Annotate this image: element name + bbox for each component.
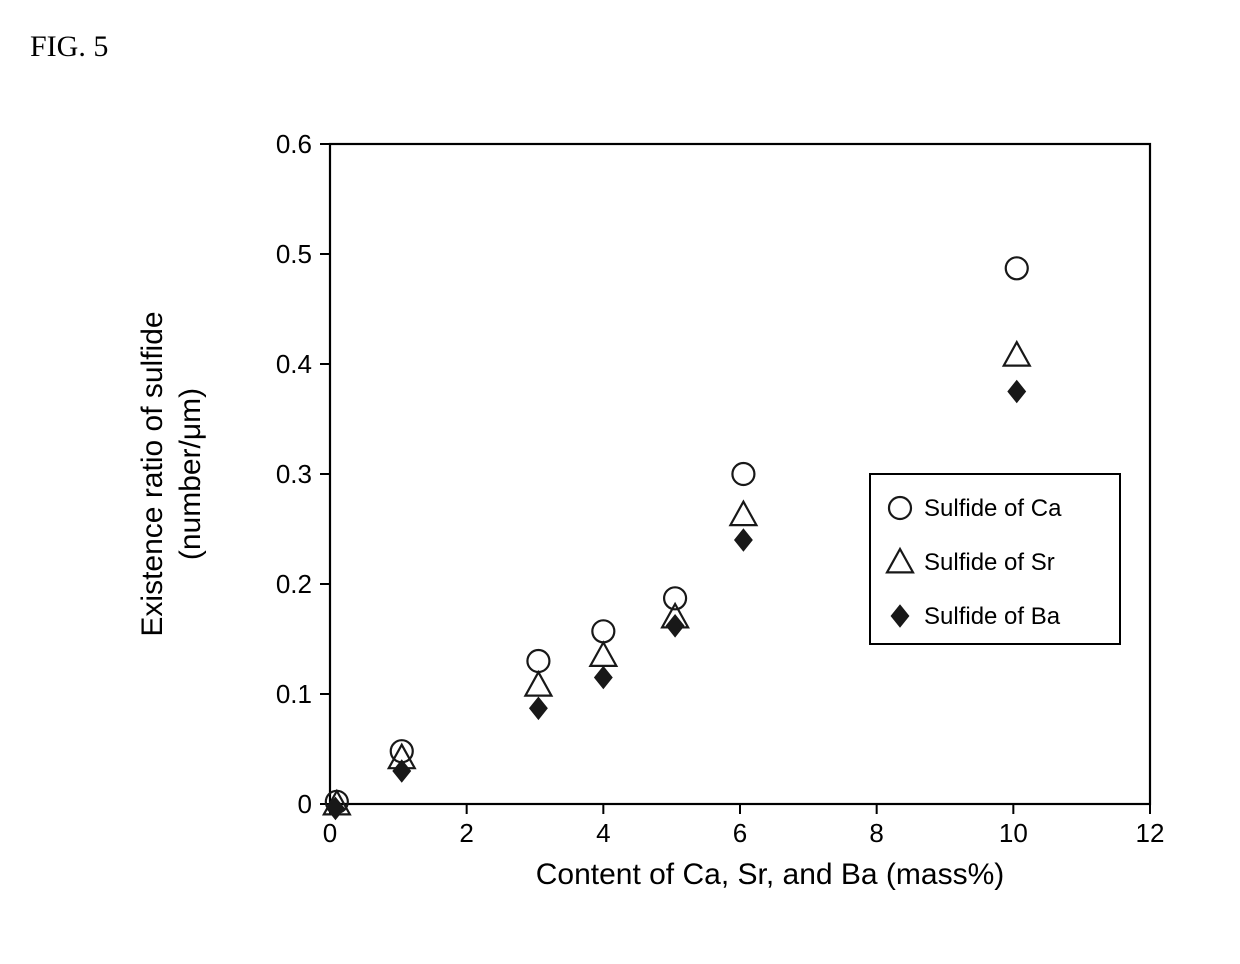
x-tick-label: 0 (323, 818, 337, 848)
y-tick-label: 0 (298, 789, 312, 819)
y-tick-label: 0.5 (276, 239, 312, 269)
y-tick-label: 0.4 (276, 349, 312, 379)
x-tick-label: 10 (999, 818, 1028, 848)
y-tick-label: 0.3 (276, 459, 312, 489)
legend-label: Sulfide of Ca (924, 495, 1062, 522)
x-tick-label: 6 (733, 818, 747, 848)
y-axis-label: Existence ratio of sulfide (136, 311, 169, 636)
figure-title: FIG. 5 (30, 30, 1220, 64)
legend-label: Sulfide of Ba (924, 603, 1061, 630)
x-tick-label: 12 (1136, 818, 1165, 848)
x-axis-label: Content of Ca, Sr, and Ba (mass%) (536, 858, 1005, 891)
y-tick-label: 0.6 (276, 129, 312, 159)
x-tick-label: 2 (459, 818, 473, 848)
chart-svg: 0 2 4 6 8 10 12 0 0.1 0.2 0.3 0.4 0.5 0.6 Content of C… (20, 74, 1220, 944)
y-axis-label-2: (number/μm) (174, 388, 207, 560)
y-tick-label: 0.2 (276, 569, 312, 599)
legend-label: Sulfide of Sr (924, 549, 1055, 576)
x-tick-label: 8 (869, 818, 883, 848)
scatter-chart: 0 2 4 6 8 10 12 0 0.1 0.2 0.3 0.4 0.5 0.6 Content of C… (20, 74, 1220, 944)
x-tick-label: 4 (596, 818, 610, 848)
y-tick-label: 0.1 (276, 679, 312, 709)
